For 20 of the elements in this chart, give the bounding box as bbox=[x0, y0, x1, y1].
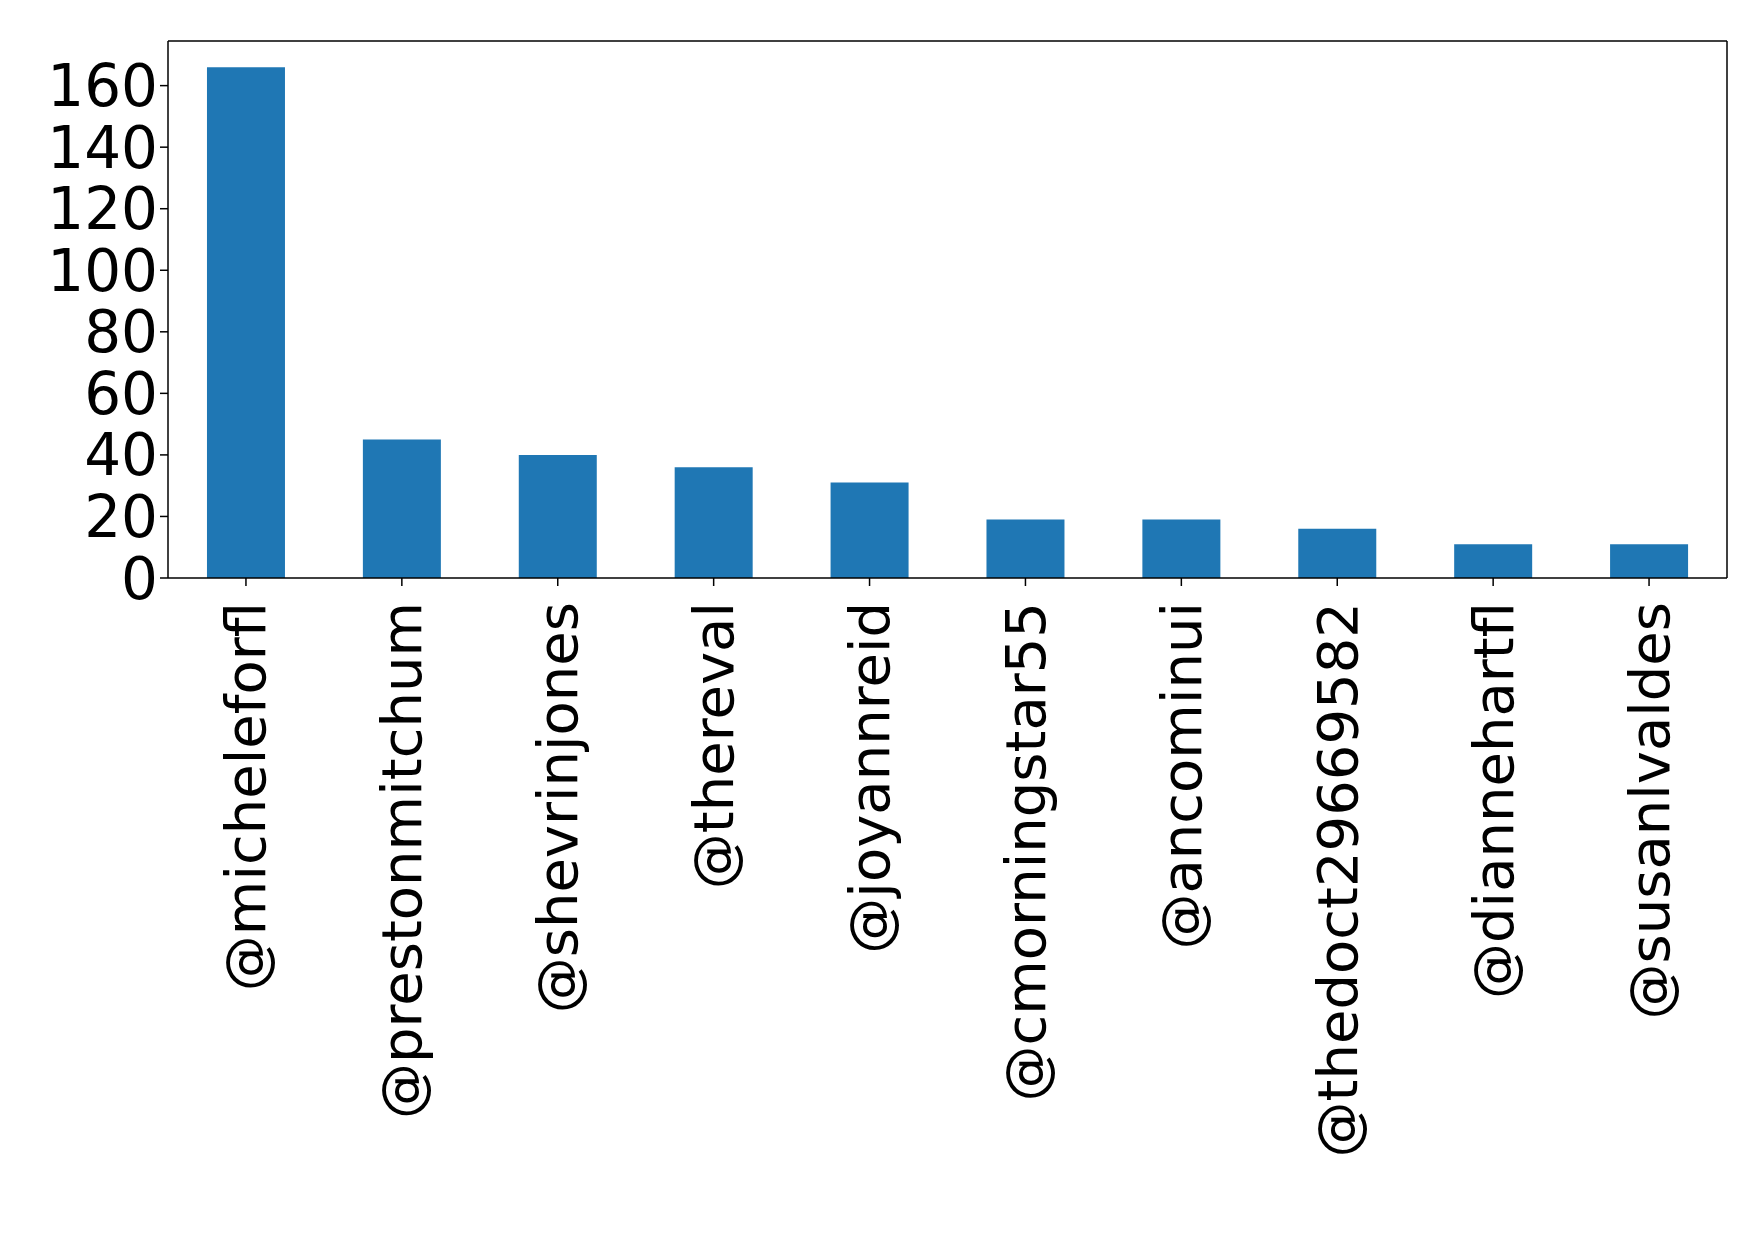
x-tick-label: @cmorningstar55 bbox=[992, 602, 1058, 1102]
x-tick-label: @micheleforfl bbox=[213, 602, 279, 992]
x-tick-label: @susanlvaldes bbox=[1616, 602, 1682, 1020]
bar bbox=[1142, 519, 1221, 578]
x-tick-label: @thedoct29669582 bbox=[1304, 602, 1370, 1158]
bar bbox=[518, 454, 597, 578]
x-tick-label: @joyannreid bbox=[837, 602, 903, 954]
x-tick-label: @thereval bbox=[681, 602, 747, 890]
bar bbox=[1610, 544, 1689, 578]
bar bbox=[830, 482, 909, 578]
x-tick-label: @shevrinjones bbox=[525, 602, 591, 1014]
bar bbox=[986, 519, 1065, 578]
bar bbox=[362, 439, 441, 578]
x-tick-label: @diannehartfl bbox=[1460, 602, 1526, 999]
bar bbox=[1454, 544, 1533, 578]
x-tick-label: @prestonmitchum bbox=[369, 602, 435, 1120]
bar bbox=[674, 467, 753, 578]
bar bbox=[206, 67, 285, 578]
bar bbox=[1298, 528, 1377, 578]
x-tick-label: @ancominui bbox=[1148, 602, 1214, 950]
